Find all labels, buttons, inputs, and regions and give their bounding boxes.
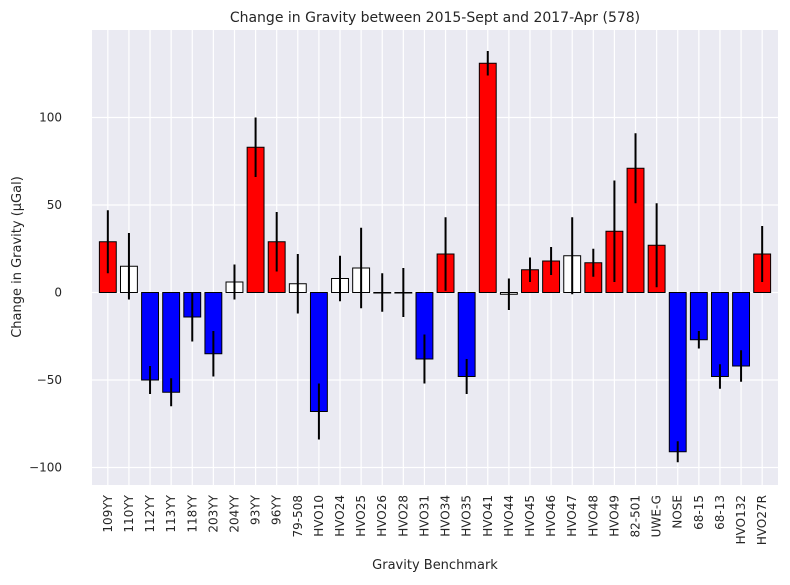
x-tick-label: 79-508	[291, 495, 305, 538]
x-tick-label: 96YY	[270, 494, 284, 525]
x-tick-label: 203YY	[206, 494, 220, 532]
x-tick-label: HVO41	[481, 495, 495, 537]
x-tick-label: HVO10	[312, 495, 326, 537]
x-tick-label: HVO27R	[755, 495, 769, 545]
x-tick-label: HVO28	[396, 495, 410, 537]
y-tick-label: −100	[29, 461, 62, 475]
bar	[668, 292, 687, 453]
x-axis-label: Gravity Benchmark	[372, 558, 498, 573]
x-tick-label: 118YY	[185, 494, 199, 532]
x-tick-label: 68-15	[692, 495, 706, 530]
x-tick-label: 109YY	[101, 494, 115, 532]
chart-title: Change in Gravity between 2015-Sept and …	[230, 10, 640, 26]
y-tick-label: 100	[39, 111, 62, 125]
x-tick-label: HVO48	[586, 495, 600, 537]
x-tick-label: HVO47	[565, 495, 579, 537]
x-tick-label: UWE-G	[650, 495, 664, 537]
bar	[162, 292, 181, 393]
x-tick-label: HVO31	[417, 495, 431, 537]
x-tick-label: NOSE	[671, 495, 685, 529]
x-tick-label: HVO44	[502, 495, 516, 537]
x-tick-label: 93YY	[249, 494, 263, 525]
y-axis-label: Change in Gravity (µGal)	[10, 176, 25, 338]
y-tick-label: 50	[47, 198, 62, 212]
y-tick-labels: −100 −50 0 50 100	[29, 111, 62, 475]
bar	[711, 292, 729, 377]
x-tick-label: HVO35	[460, 495, 474, 537]
bar	[478, 62, 497, 293]
x-tick-label: HVO26	[375, 495, 389, 537]
x-tick-label: HVO34	[439, 495, 453, 537]
y-tick-label: −50	[37, 373, 62, 387]
x-tick-label: HVO132	[734, 495, 748, 544]
y-tick-label: 0	[54, 286, 62, 300]
x-tick-labels: 109YY 110YY 112YY 113YY 118YY 203YY 204YY 93YY 9…	[101, 494, 769, 545]
x-tick-label: 204YY	[227, 494, 241, 532]
x-tick-label: 68-13	[713, 495, 727, 530]
x-tick-label: HVO25	[354, 495, 368, 537]
x-tick-label: HVO49	[607, 495, 621, 537]
x-tick-label: HVO24	[333, 495, 347, 537]
x-tick-label: HVO45	[523, 495, 537, 537]
error-bars	[106, 51, 764, 463]
x-tick-label: HVO46	[544, 495, 558, 537]
x-tick-label: 112YY	[143, 494, 157, 532]
x-tick-label: 113YY	[164, 494, 178, 532]
x-tick-label: 110YY	[122, 494, 136, 532]
x-tick-label: 82-501	[629, 495, 643, 538]
